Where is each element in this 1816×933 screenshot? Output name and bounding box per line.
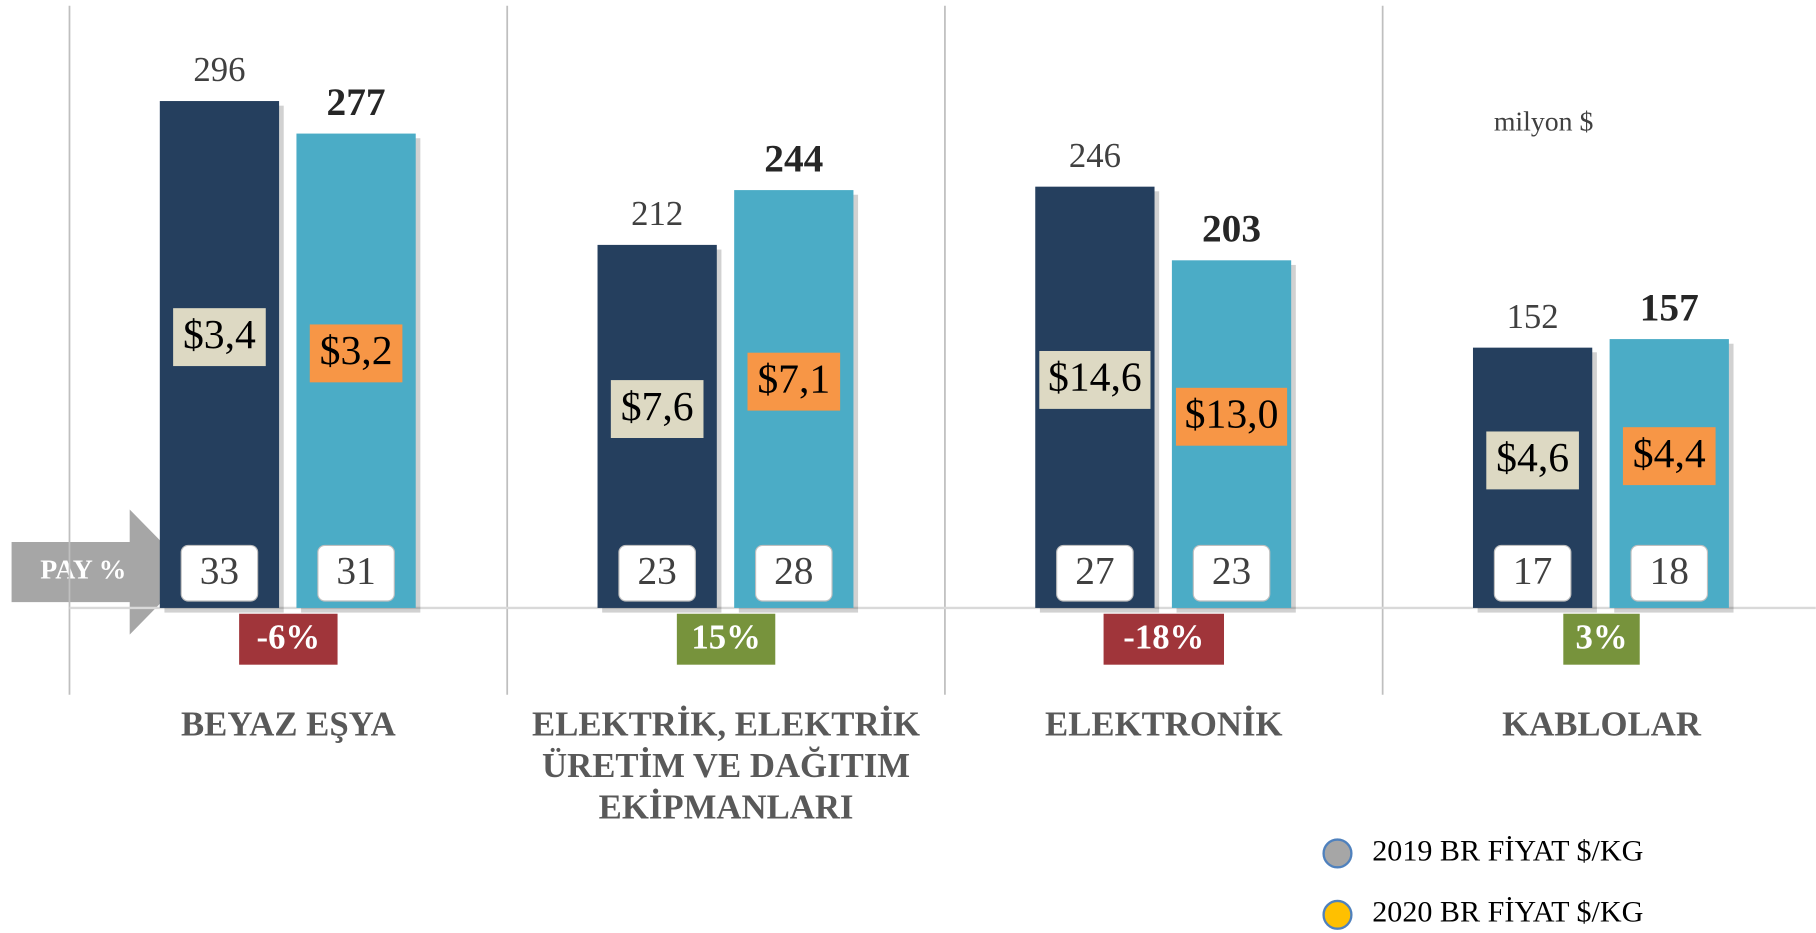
share-label: 23 [637, 548, 676, 592]
share-box [1192, 544, 1271, 602]
x-tick-label: ELEKTRONİK [1045, 705, 1283, 744]
price-label: $4,4 [1633, 431, 1706, 477]
x-tick-label: BEYAZ EŞYA [180, 705, 396, 744]
price-box [1622, 427, 1716, 486]
share-box [1056, 544, 1134, 602]
price-box [1486, 431, 1579, 490]
change-label: 3% [1575, 617, 1627, 656]
category-label-box: ELEKTRİK, ELEKTRİK ÜRETİM VE DAĞITIM EKİ… [532, 705, 921, 827]
change-label: 15% [691, 617, 760, 656]
share-label: 17 [1513, 548, 1552, 592]
x-tick-label: ELEKTRİK, ELEKTRİK ÜRETİM VE DAĞITIM EKİ… [532, 705, 921, 827]
share-label: 23 [1212, 548, 1251, 592]
share-label: 27 [1075, 548, 1114, 592]
category-label-box: BEYAZ EŞYA [180, 705, 396, 744]
price-label: $3,4 [183, 312, 256, 358]
share-box [755, 544, 833, 602]
category-label-box: ELEKTRONİK [1045, 705, 1283, 744]
share-box [1493, 544, 1572, 602]
bar-value-label: 244 [764, 136, 823, 180]
change-label: -18% [1123, 617, 1204, 656]
legend-swatch [1322, 838, 1353, 869]
category-label-box: KABLOLAR [1502, 705, 1701, 744]
price-box [1175, 387, 1288, 446]
price-label: $4,6 [1496, 435, 1569, 481]
change-label: -6% [257, 617, 321, 656]
share-label: 31 [336, 548, 375, 592]
price-label: $13,0 [1185, 391, 1279, 437]
legend-swatch [1322, 899, 1353, 930]
bar-value-label: 246 [1069, 136, 1121, 175]
change-box [239, 613, 338, 665]
plot: PAY % milyon $ 296 $3,4 33 277 $3,2 31 -6% BEYA… [11, 5, 1816, 930]
bar-value-label: 203 [1202, 207, 1261, 251]
price-box [1039, 350, 1151, 409]
bar-value-label: 277 [327, 80, 386, 124]
share-label: PAY % [40, 554, 126, 585]
price-label: $3,2 [320, 328, 393, 374]
price-label: $14,6 [1048, 355, 1142, 401]
price-box [747, 352, 841, 411]
price-box [610, 380, 704, 439]
bar-value-label: 152 [1507, 297, 1559, 336]
bar-value-label: 296 [193, 50, 245, 89]
price-label: $7,1 [757, 356, 830, 402]
price-box [173, 308, 266, 367]
legend-label: 2019 BR FİYAT $/KG [1372, 833, 1643, 867]
x-tick-label: KABLOLAR [1502, 705, 1701, 744]
bar-value-label: 157 [1640, 285, 1699, 329]
unit-note: milyon $ [1494, 106, 1594, 137]
share-label: 28 [774, 548, 813, 592]
price-label: $7,6 [621, 384, 694, 430]
share-box [1630, 544, 1709, 602]
change-box [676, 613, 776, 665]
share-box [317, 544, 395, 602]
share-label: 18 [1650, 548, 1689, 592]
change-box [1103, 613, 1225, 665]
legend-label: 2020 BR FİYAT $/KG [1372, 895, 1643, 929]
change-box [1563, 613, 1640, 665]
share-box [618, 544, 696, 602]
bar-value-label: 212 [631, 194, 683, 233]
share-box [180, 544, 259, 602]
share-label: 33 [200, 548, 239, 592]
share-arrow [11, 509, 192, 635]
price-box [309, 324, 403, 383]
